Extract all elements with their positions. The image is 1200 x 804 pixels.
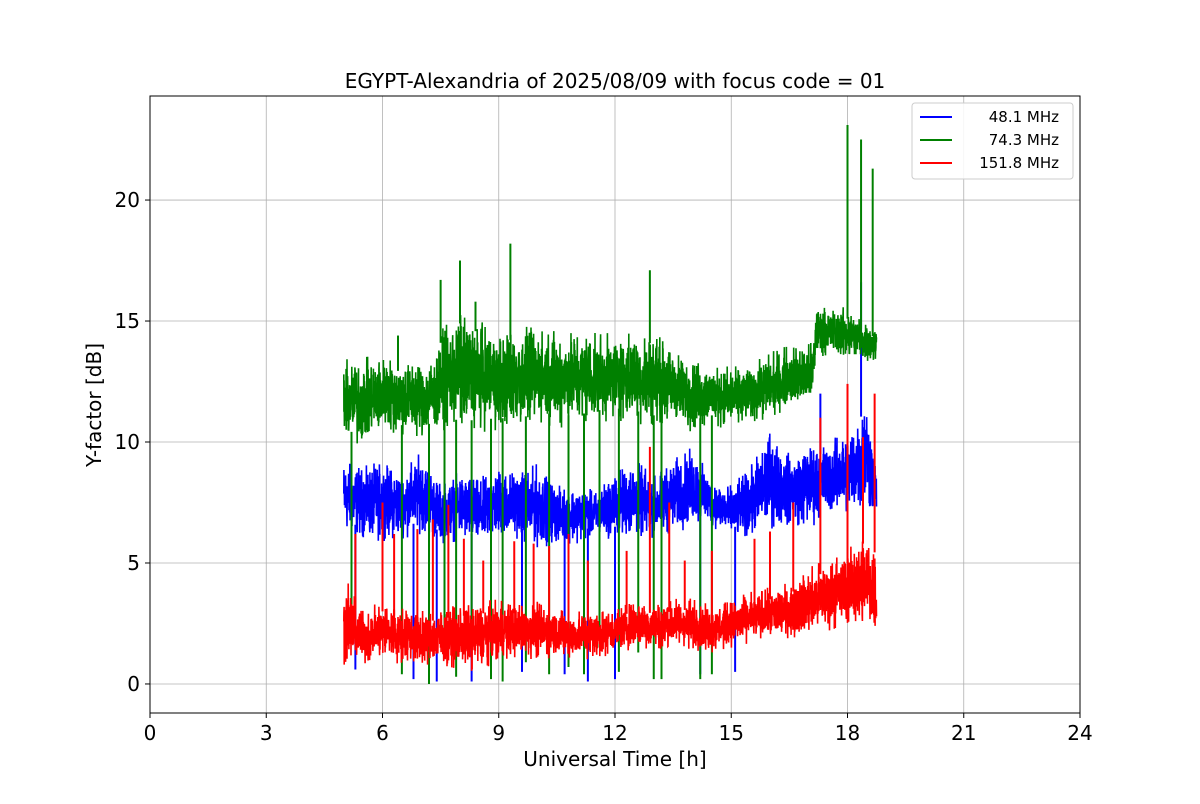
y-tick-label: 5 xyxy=(127,551,140,575)
series-trace xyxy=(343,541,878,671)
y-tick-label: 15 xyxy=(115,309,140,333)
x-tick-label: 24 xyxy=(1067,721,1092,745)
x-tick-label: 3 xyxy=(260,721,273,745)
legend-label: 151.8 MHz xyxy=(979,154,1059,172)
x-tick-label: 6 xyxy=(376,721,389,745)
x-tick-label: 18 xyxy=(835,721,860,745)
x-tick-label: 15 xyxy=(719,721,744,745)
y-axis-label: Y-factor [dB] xyxy=(82,343,106,468)
legend-label: 48.1 MHz xyxy=(989,108,1059,126)
chart-title: EGYPT-Alexandria of 2025/08/09 with focu… xyxy=(345,69,886,93)
y-tick-label: 10 xyxy=(115,430,140,454)
x-tick-label: 21 xyxy=(951,721,976,745)
series-trace xyxy=(343,307,878,444)
series-2 xyxy=(343,383,878,671)
x-tick-label: 0 xyxy=(144,721,157,745)
y-tick-label: 20 xyxy=(115,188,140,212)
legend: 48.1 MHz 74.3 MHz 151.8 MHz xyxy=(911,102,1074,180)
x-tick-label: 12 xyxy=(602,721,627,745)
series-layer xyxy=(343,125,878,684)
y-tick-label: 0 xyxy=(127,672,140,696)
legend-box xyxy=(911,102,1074,180)
legend-label: 74.3 MHz xyxy=(989,131,1059,149)
x-axis-label: Universal Time [h] xyxy=(523,747,706,771)
axis-ticks: 0 3 6 9 12 15 18 21 24 0 5 10 15 20 xyxy=(115,188,1093,745)
x-tick-label: 9 xyxy=(492,721,505,745)
